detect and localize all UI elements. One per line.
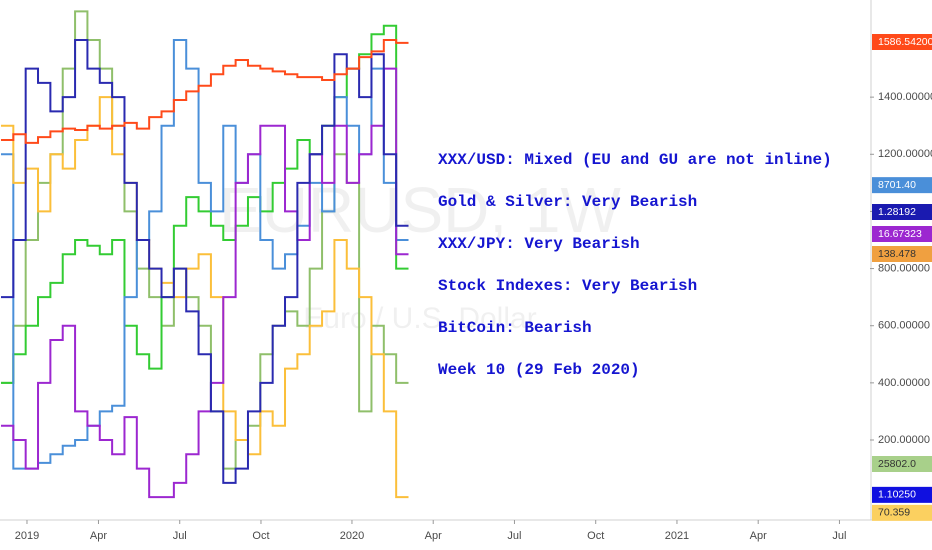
- series-line: [0, 10, 409, 470]
- y-tick-label: 200.00000: [878, 434, 930, 446]
- x-tick-label: Apr: [90, 530, 107, 542]
- series-line: [0, 96, 409, 499]
- price-tag: [872, 486, 932, 503]
- annotation: XXX/USD: Mixed (EU and GU are not inline…: [438, 151, 832, 169]
- x-tick-label: Apr: [750, 530, 767, 542]
- price-tag-label: 8701.40: [878, 179, 916, 191]
- annotation: Stock Indexes: Very Bearish: [438, 277, 697, 295]
- series-line: [0, 39, 409, 144]
- series-line: [0, 39, 409, 470]
- price-tag-label: 138.478: [878, 248, 916, 260]
- price-tag: [872, 34, 932, 50]
- price-tag-label: 70.359: [878, 507, 910, 519]
- y-tick-label: 600.00000: [878, 320, 930, 332]
- x-tick-label: Jul: [507, 530, 521, 542]
- price-tag-label: 16.67323: [878, 228, 922, 240]
- price-tag-label: 25802.0: [878, 458, 916, 470]
- price-tag: [872, 204, 932, 220]
- annotation: XXX/JPY: Very Bearish: [438, 235, 640, 253]
- x-tick-label: 2021: [665, 530, 689, 542]
- price-tag: [872, 456, 932, 472]
- x-tick-label: Jul: [832, 530, 846, 542]
- x-tick-label: Oct: [252, 530, 269, 542]
- y-tick-label: 800.00000: [878, 262, 930, 274]
- annotation: Week 10 (29 Feb 2020): [438, 361, 640, 379]
- price-tag: [872, 504, 932, 521]
- price-tag-label: 1.10250: [878, 489, 916, 501]
- series-line: [0, 67, 409, 499]
- watermark: EURUSD, 1W: [219, 174, 621, 246]
- x-tick-label: 2020: [340, 530, 364, 542]
- y-tick-label: 400.00000: [878, 377, 930, 389]
- y-tick-label: 1200.00000: [878, 148, 932, 160]
- price-tag-label: 1586.54200: [878, 36, 932, 48]
- watermark-subtitle: Euro / U.S. Dollar: [303, 302, 536, 335]
- x-tick-label: Apr: [425, 530, 442, 542]
- series-line: [0, 39, 409, 484]
- annotation: Gold & Silver: Very Bearish: [438, 193, 697, 211]
- annotation: BitCoin: Bearish: [438, 319, 592, 337]
- price-tag: [872, 246, 932, 262]
- x-tick-label: Oct: [587, 530, 604, 542]
- price-tag: [872, 177, 932, 194]
- price-tag: [872, 226, 932, 242]
- y-tick-label: 1400.00000: [878, 91, 932, 103]
- x-tick-label: Jul: [173, 530, 187, 542]
- x-tick-label: 2019: [15, 530, 39, 542]
- price-tag-label: 1.28192: [878, 206, 916, 218]
